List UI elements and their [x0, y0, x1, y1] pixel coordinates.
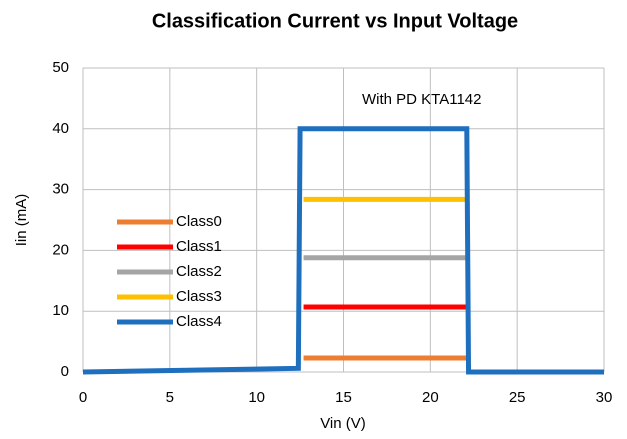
- x-tick-label: 10: [248, 389, 265, 406]
- y-tick-label: 20: [52, 241, 69, 258]
- y-tick-label: 0: [61, 363, 69, 380]
- y-tick-label: 10: [52, 302, 69, 319]
- x-tick-label: 30: [596, 389, 613, 406]
- legend-label: Class0: [176, 213, 222, 230]
- x-tick-label: 15: [335, 389, 352, 406]
- x-tick-label: 5: [166, 389, 174, 406]
- x-tick-label: 20: [422, 389, 439, 406]
- x-tick-label: 25: [509, 389, 526, 406]
- y-tick-label: 40: [52, 120, 69, 137]
- y-tick-label: 50: [52, 59, 69, 76]
- chart-title: Classification Current vs Input Voltage: [152, 10, 518, 32]
- y-axis-label: Iin (mA): [13, 194, 30, 247]
- legend-label: Class2: [176, 263, 222, 280]
- x-axis-label: Vin (V): [320, 415, 366, 432]
- legend-label: Class1: [176, 238, 222, 255]
- annotation: With PD KTA1142: [362, 91, 482, 108]
- y-tick-label: 30: [52, 181, 69, 198]
- series-line: [82, 126, 604, 375]
- legend-label: Class3: [176, 288, 222, 305]
- x-tick-label: 0: [79, 389, 87, 406]
- legend-label: Class4: [176, 313, 222, 330]
